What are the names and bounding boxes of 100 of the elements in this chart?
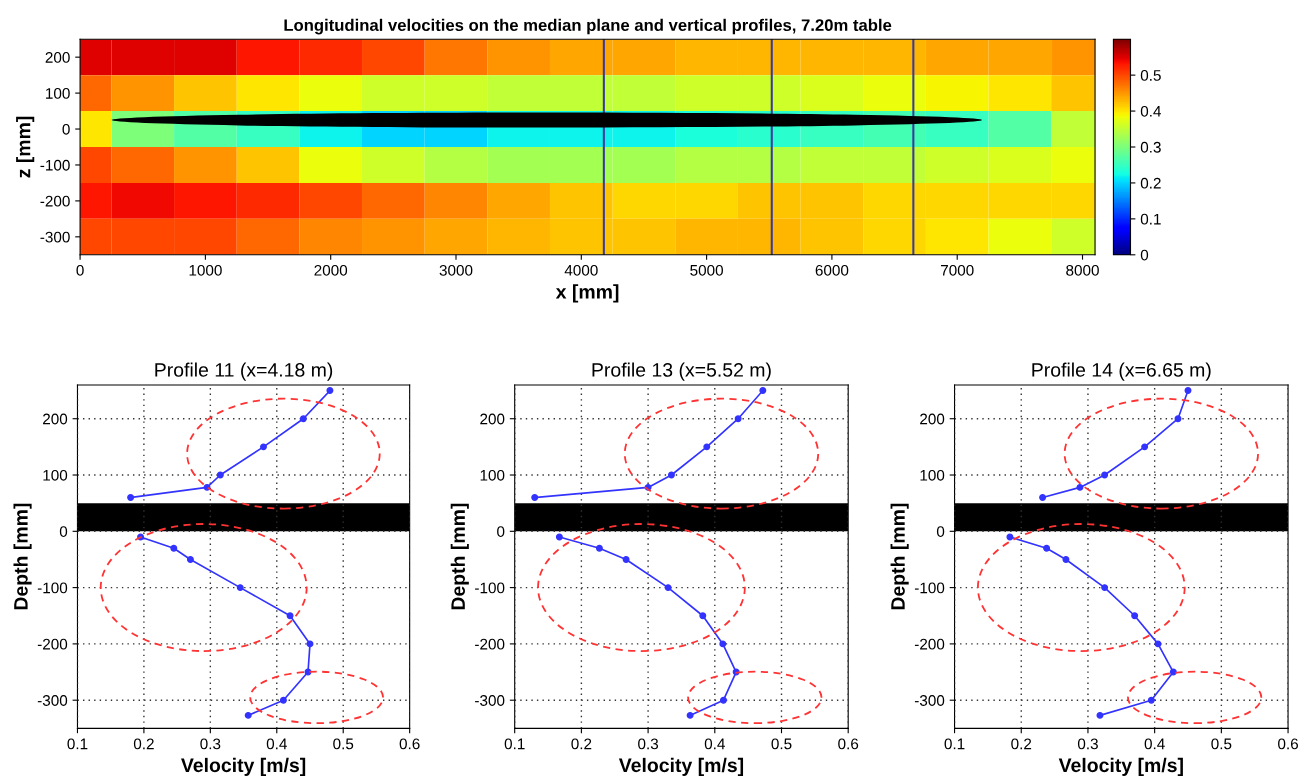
color-bar-label: 0.4 bbox=[1140, 105, 1162, 117]
color-bar-label: 0 bbox=[1140, 249, 1149, 261]
x-tick-label: 0.6 bbox=[838, 738, 859, 750]
y-tick-label: -300 bbox=[475, 695, 505, 706]
x-tick-label: 0.1 bbox=[67, 738, 88, 750]
point bbox=[306, 640, 314, 648]
point bbox=[595, 544, 603, 552]
x-tick-label: 0.2 bbox=[133, 738, 154, 750]
y-tick-label: -200 bbox=[40, 195, 70, 207]
y-tick-label: 100 bbox=[480, 469, 505, 481]
chart-title: Longitudinal velocities on the median plane and vertical profiles, 7.20m table bbox=[284, 18, 892, 35]
point bbox=[1131, 612, 1139, 620]
point bbox=[244, 711, 252, 719]
point bbox=[286, 612, 294, 620]
color-bar-label: 0.1 bbox=[1140, 213, 1161, 225]
y-tick-label: -300 bbox=[37, 695, 68, 706]
point bbox=[719, 696, 727, 704]
x-axis-title: Velocity [m/s] bbox=[1058, 757, 1183, 776]
point bbox=[686, 711, 694, 719]
x-tick-label: 0.1 bbox=[504, 738, 525, 750]
x-tick-label: 0.3 bbox=[200, 738, 221, 750]
y-tick-label: -100 bbox=[37, 582, 68, 594]
point bbox=[1039, 494, 1047, 502]
y-axis-title: Depth [mm] bbox=[890, 503, 909, 610]
x-tick-label: 3000 bbox=[439, 264, 473, 276]
y-tick-label: 100 bbox=[920, 469, 945, 481]
x-tick-label: 0.2 bbox=[1011, 738, 1032, 750]
y-axis-title: Depth [mm] bbox=[450, 503, 469, 610]
x-tick-label: 1000 bbox=[189, 264, 222, 276]
point bbox=[664, 584, 672, 592]
y-tick-label: 100 bbox=[43, 469, 68, 481]
y-tick-label: 100 bbox=[46, 87, 70, 99]
y-tick-label: -300 bbox=[40, 231, 70, 243]
x-tick-label: 0.1 bbox=[944, 738, 965, 750]
x-axis-title: Velocity [m/s] bbox=[181, 757, 306, 776]
point bbox=[299, 415, 307, 423]
y-tick-label: 0 bbox=[62, 123, 70, 135]
chart-title: Profile 13 (x=5.52 m) bbox=[592, 362, 771, 381]
x-tick-label: 0.6 bbox=[1278, 738, 1298, 750]
y-tick-label: 200 bbox=[45, 52, 70, 63]
color-bar-label: 0.5 bbox=[1140, 70, 1161, 81]
x-tick-label: 0.6 bbox=[399, 738, 420, 750]
y-tick-label: -100 bbox=[40, 159, 70, 171]
point bbox=[719, 640, 727, 648]
y-axis-title: Depth [mm] bbox=[13, 503, 32, 610]
point bbox=[531, 494, 539, 502]
x-axis-title: x [mm] bbox=[555, 284, 619, 303]
y-axis-title: z [mm] bbox=[16, 116, 35, 178]
y-tick-label: 200 bbox=[43, 413, 68, 425]
y-tick-label: -200 bbox=[475, 638, 505, 650]
color-bar-label: 0.2 bbox=[1140, 177, 1161, 189]
x-tick-label: 0.3 bbox=[1077, 738, 1098, 750]
y-tick-label: 0 bbox=[497, 526, 505, 537]
point bbox=[1154, 640, 1162, 648]
point bbox=[216, 471, 224, 479]
x-tick-label: 0.4 bbox=[266, 738, 287, 750]
x-tick-label: 5000 bbox=[690, 264, 723, 276]
point bbox=[734, 415, 742, 423]
y-tick-label: -100 bbox=[914, 582, 945, 594]
point bbox=[1147, 696, 1155, 704]
x-tick-label: 0.2 bbox=[571, 738, 592, 750]
x-tick-label: 8000 bbox=[1066, 264, 1099, 276]
y-tick-label: -100 bbox=[475, 582, 505, 594]
point bbox=[170, 544, 178, 552]
y-tick-label: 0 bbox=[59, 526, 68, 537]
point bbox=[1101, 584, 1109, 592]
x-tick-label: 4000 bbox=[564, 264, 598, 276]
y-tick-label: 200 bbox=[480, 413, 505, 425]
x-axis-title: Velocity [m/s] bbox=[618, 757, 744, 776]
point bbox=[1062, 555, 1070, 563]
point bbox=[555, 533, 563, 541]
point bbox=[260, 443, 267, 451]
color-bar-label: 0.3 bbox=[1140, 141, 1161, 153]
x-tick-label: 0.4 bbox=[704, 738, 725, 750]
point bbox=[236, 584, 244, 592]
point bbox=[622, 555, 630, 563]
x-tick-label: 0.4 bbox=[1144, 738, 1165, 750]
x-tick-label: 7000 bbox=[941, 264, 974, 276]
point bbox=[279, 696, 287, 704]
point bbox=[759, 387, 767, 395]
chart-title: Profile 14 (x=6.65 m) bbox=[1032, 362, 1211, 381]
point bbox=[1169, 668, 1177, 676]
x-tick-label: 0.3 bbox=[638, 738, 659, 750]
x-tick-label: 6000 bbox=[815, 264, 849, 276]
point bbox=[186, 555, 194, 563]
point bbox=[1006, 533, 1014, 541]
y-tick-label: -300 bbox=[914, 695, 945, 706]
y-tick-label: 0 bbox=[936, 526, 945, 537]
x-tick-label: 0.5 bbox=[1211, 738, 1232, 750]
point bbox=[127, 494, 135, 502]
point bbox=[667, 471, 675, 479]
x-tick-label: 0.5 bbox=[771, 738, 792, 750]
y-tick-label: 200 bbox=[920, 413, 945, 425]
x-tick-label: 0 bbox=[76, 264, 84, 276]
point bbox=[1101, 471, 1109, 479]
point bbox=[1096, 711, 1104, 719]
y-tick-label: -200 bbox=[37, 638, 68, 650]
point bbox=[703, 443, 711, 451]
x-tick-label: 2000 bbox=[314, 264, 348, 276]
point bbox=[1184, 387, 1192, 395]
